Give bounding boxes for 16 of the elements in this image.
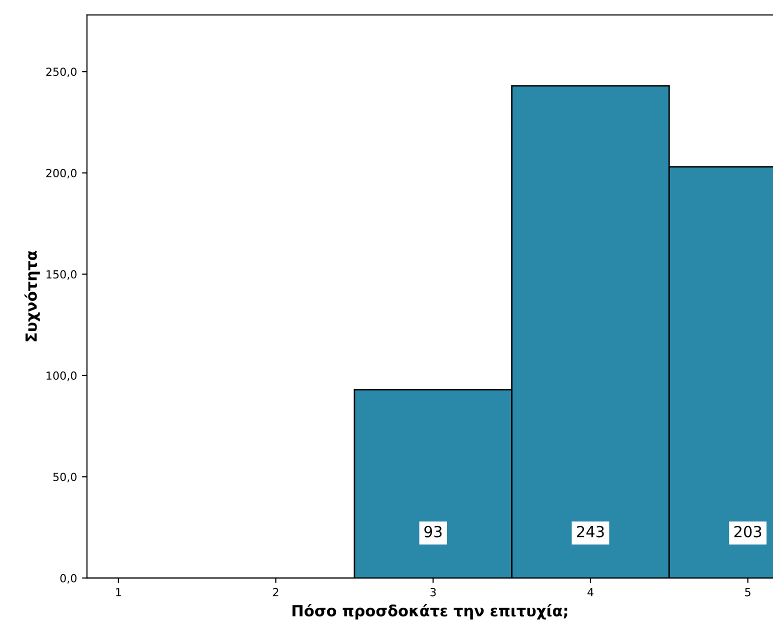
y-tick-label: 50,0 (53, 472, 77, 482)
data-label: 243 (577, 526, 604, 538)
x-axis-title: Πόσο προσδοκάτε την επιτυχία; (292, 604, 568, 620)
y-tick-label: 100,0 (46, 371, 76, 381)
data-label: 93 (424, 526, 442, 538)
y-axis-title: Συχνότητα (24, 250, 40, 342)
x-tick-label: 5 (745, 588, 750, 596)
x-tick-label: 2 (273, 588, 278, 596)
x-tick-label: 4 (587, 588, 594, 596)
x-tick-label: 3 (430, 588, 436, 596)
data-label: 203 (734, 526, 762, 538)
x-tick-label: 1 (116, 588, 121, 596)
y-tick-label: 150,0 (46, 270, 76, 280)
y-tick-label: 0,0 (60, 574, 77, 584)
y-tick-label: 200,0 (46, 168, 76, 178)
y-tick-label: 250,0 (46, 68, 76, 78)
